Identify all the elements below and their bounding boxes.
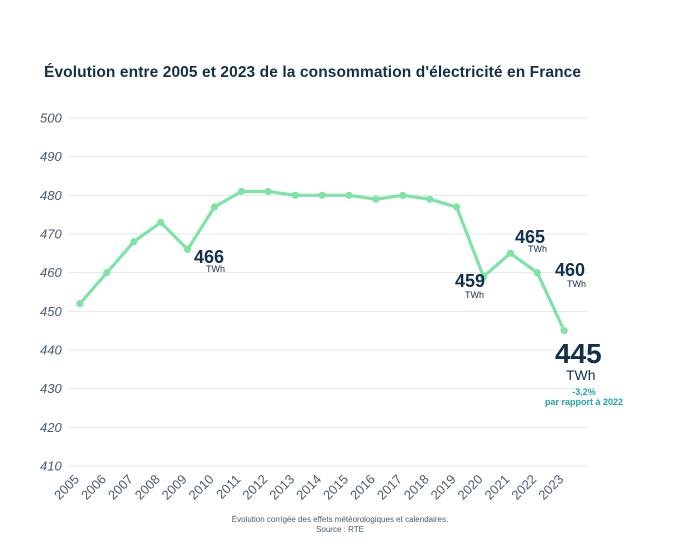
x-axis-ticks: 2005200620072008200920102011201220132014… bbox=[51, 472, 566, 503]
y-tick-label: 500 bbox=[40, 111, 62, 126]
data-point-2009 bbox=[184, 245, 192, 254]
annotation-value-2021: 465 bbox=[515, 227, 545, 247]
x-tick-label: 2010 bbox=[186, 472, 217, 503]
x-tick-label: 2019 bbox=[428, 472, 459, 503]
x-tick-label: 2008 bbox=[132, 472, 163, 503]
data-point-2019 bbox=[453, 203, 461, 211]
footer-source: Source : RTE bbox=[316, 525, 364, 534]
data-point-2012 bbox=[264, 187, 272, 196]
y-tick-label: 420 bbox=[40, 420, 62, 435]
x-tick-label: 2012 bbox=[239, 472, 270, 503]
data-point-2021 bbox=[506, 249, 514, 257]
data-point-2006 bbox=[103, 269, 111, 277]
data-point-2022 bbox=[533, 269, 541, 277]
data-point-2017 bbox=[399, 191, 407, 199]
data-point-2015 bbox=[345, 191, 353, 199]
chart-title: Évolution entre 2005 et 2023 de la conso… bbox=[44, 64, 582, 81]
x-tick-label: 2007 bbox=[105, 472, 136, 503]
data-point-2018 bbox=[426, 195, 434, 203]
annotation-unit-2023: TWh bbox=[566, 367, 596, 383]
data-point-2023 bbox=[560, 327, 568, 335]
y-tick-label: 470 bbox=[40, 227, 62, 242]
annotation-value-2023: 445 bbox=[555, 338, 602, 369]
x-tick-label: 2018 bbox=[401, 472, 432, 503]
x-tick-label: 2005 bbox=[51, 472, 82, 503]
data-point-2010 bbox=[210, 203, 219, 211]
y-tick-label: 430 bbox=[40, 381, 62, 396]
gridlines bbox=[68, 117, 588, 467]
x-tick-label: 2022 bbox=[508, 472, 539, 503]
x-tick-label: 2023 bbox=[535, 472, 566, 503]
data-point-2016 bbox=[372, 195, 380, 203]
annotation-unit-2009: TWh bbox=[206, 264, 225, 274]
annotation-value-2020: 459 bbox=[455, 271, 485, 291]
y-tick-label: 440 bbox=[40, 343, 62, 358]
x-tick-label: 2011 bbox=[213, 472, 243, 502]
y-tick-label: 480 bbox=[40, 188, 62, 203]
x-tick-label: 2014 bbox=[293, 472, 324, 503]
footer-note: Évolution corrigée des effets météorolog… bbox=[231, 515, 449, 524]
data-point-2013 bbox=[291, 191, 299, 199]
x-tick-label: 2013 bbox=[266, 472, 297, 503]
data-point-2005 bbox=[76, 300, 84, 308]
annotation-unit-2021: TWh bbox=[528, 244, 547, 254]
data-point-2007 bbox=[130, 238, 138, 246]
y-tick-label: 450 bbox=[40, 304, 62, 319]
annotation-value-2009: 466 bbox=[194, 247, 224, 267]
y-tick-label: 410 bbox=[40, 459, 62, 474]
y-tick-label: 460 bbox=[40, 265, 62, 280]
x-tick-label: 2020 bbox=[455, 472, 486, 503]
data-points bbox=[76, 187, 568, 335]
x-tick-label: 2017 bbox=[374, 472, 405, 503]
x-tick-label: 2021 bbox=[481, 472, 512, 503]
annotation-unit-2022: TWh bbox=[567, 279, 586, 289]
x-tick-label: 2016 bbox=[347, 472, 378, 503]
y-tick-label: 490 bbox=[40, 149, 62, 164]
x-tick-label: 2006 bbox=[78, 472, 109, 503]
data-point-2011 bbox=[237, 187, 245, 196]
annotation-value-2022: 460 bbox=[555, 260, 585, 280]
y-axis-ticks: 410 420 430 440 450 460 470 480 490 500 bbox=[40, 111, 62, 474]
series-line bbox=[78, 189, 566, 333]
data-point-2014 bbox=[318, 191, 326, 199]
data-point-2020 bbox=[479, 272, 488, 281]
x-tick-label: 2009 bbox=[159, 472, 190, 503]
annotation-change: -3,2% bbox=[572, 387, 596, 397]
data-point-2008 bbox=[157, 218, 165, 226]
x-tick-label: 2015 bbox=[320, 472, 351, 503]
annotation-unit-2020: TWh bbox=[465, 290, 484, 300]
annotation-change-label: par rapport à 2022 bbox=[545, 397, 623, 407]
